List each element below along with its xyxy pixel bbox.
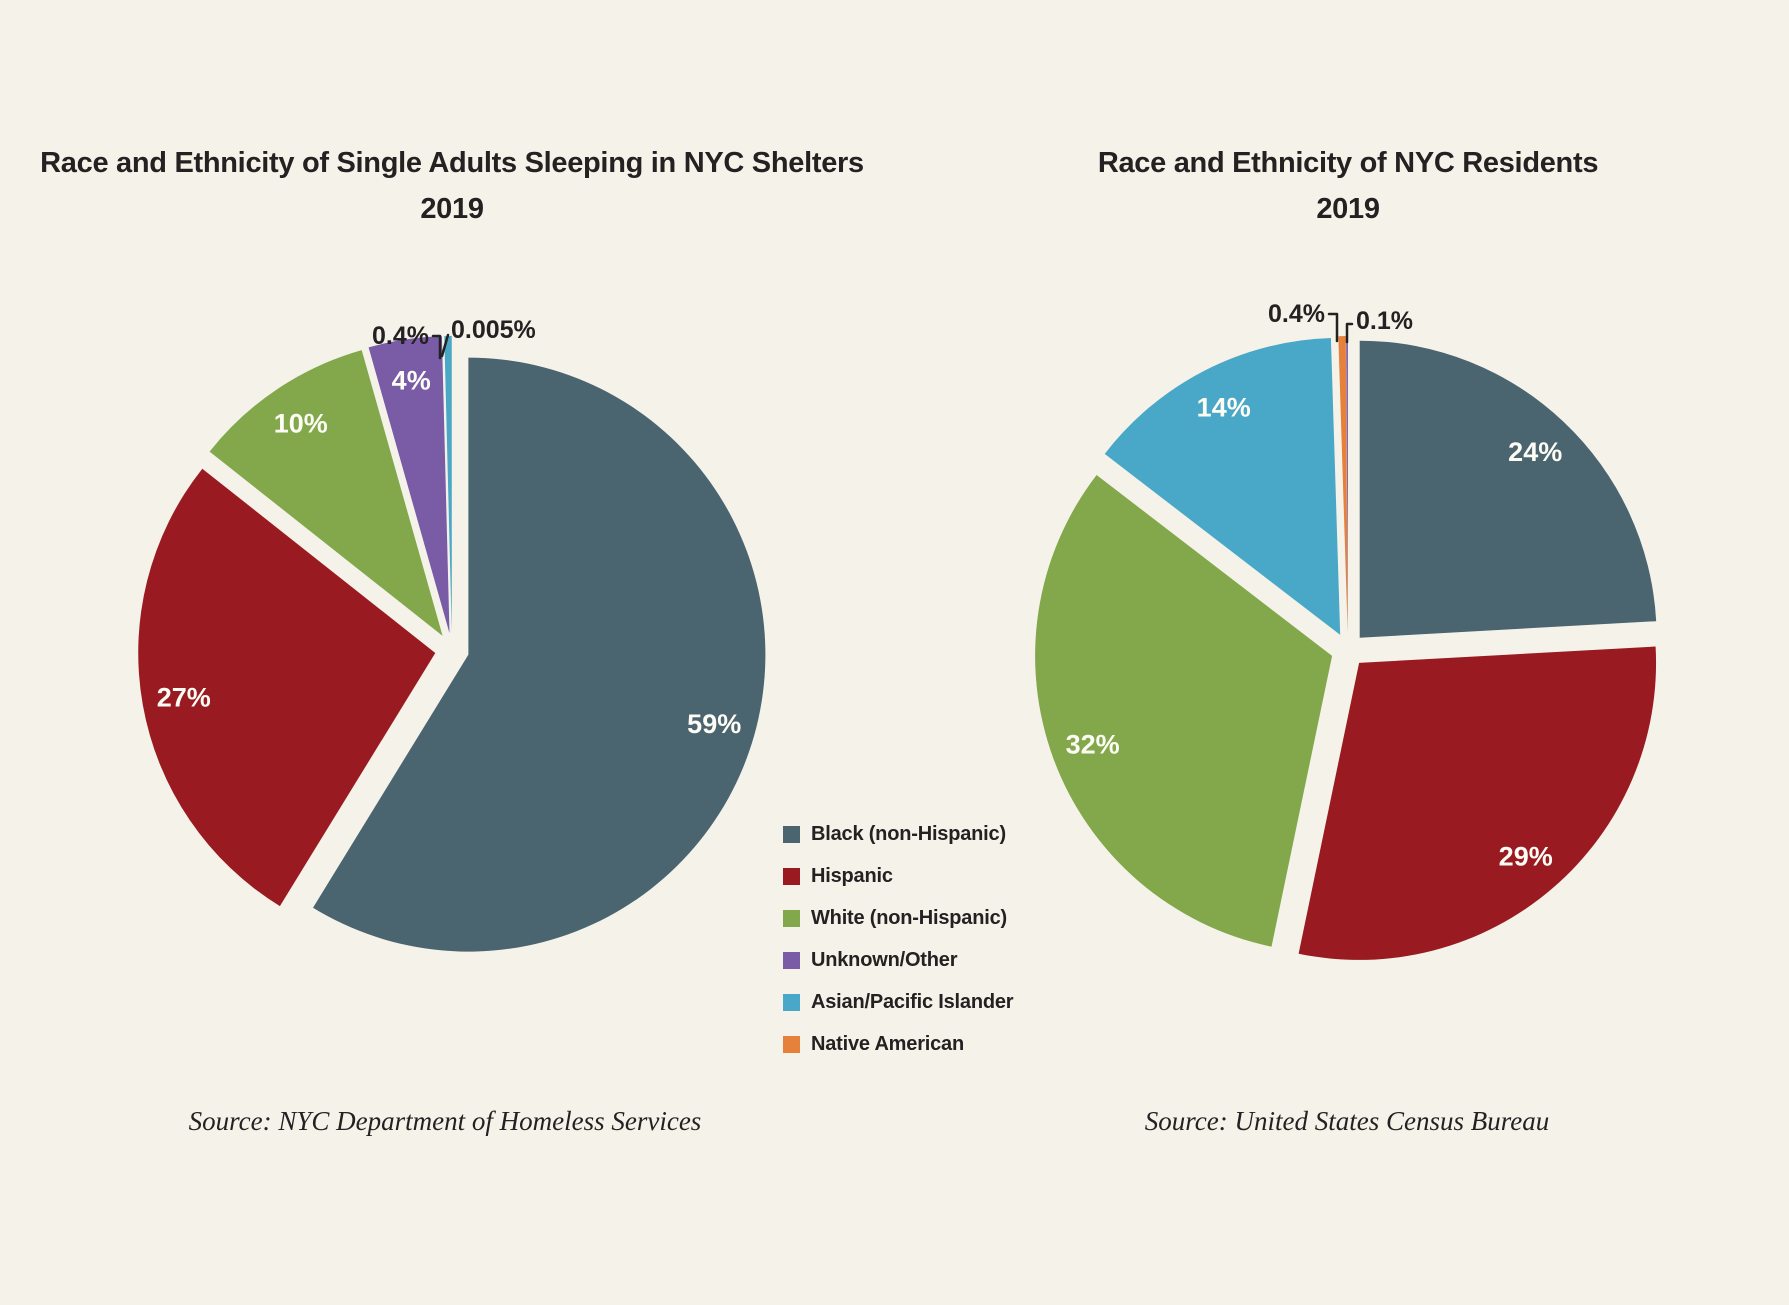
pie-slice-white-non-hispanic — [1035, 475, 1333, 947]
right-chart-source: Source: United States Census Bureau — [1144, 1106, 1550, 1136]
outside-value-label-native-american: 0.005% — [451, 316, 536, 344]
left-chart-title: Race and Ethnicity of Single Adults Slee… — [0, 147, 952, 226]
outside-value-label-unknown-other: 0.1% — [1356, 307, 1413, 335]
outside-value-label-asian-pacific-islander: 0.4% — [372, 322, 429, 350]
pie-slice-black-non-hispanic — [1359, 340, 1657, 638]
pie-slice-unknown-other — [1346, 335, 1348, 633]
pie-slice-unknown-other — [368, 336, 450, 634]
pie-slice-asian-pacific-islander — [444, 336, 452, 633]
left-chart-title-line: Race and Ethnicity of Single Adults Slee… — [40, 147, 864, 179]
legend-swatch-native-icon — [783, 1036, 800, 1053]
pie-slice-hispanic — [138, 468, 436, 907]
slice-value-label-asian-pacific-islander: 14% — [1197, 393, 1251, 423]
leader-line-asian-pacific-islander — [431, 334, 442, 360]
legend-item-white-non-hispanic: White (non-Hispanic) — [783, 907, 1013, 929]
slice-value-label-unknown-other: 4% — [392, 366, 431, 396]
pie-slice-white-non-hispanic — [209, 350, 443, 636]
legend-item-hispanic: Hispanic — [783, 865, 1013, 887]
pie-slice-black-non-hispanic — [313, 357, 766, 952]
legend-swatch-hispanic-icon — [783, 868, 800, 885]
slice-value-label-white-non-hispanic: 32% — [1066, 730, 1120, 760]
right-chart-title-year: 2019 — [1316, 192, 1380, 225]
legend-swatch-white-icon — [783, 910, 800, 927]
left-chart-title-year: 2019 — [420, 192, 484, 225]
pie-chart-shelters: 59% 27% 10% 4% 0.4% 0.005% — [138, 316, 766, 952]
slice-value-label-hispanic: 27% — [157, 683, 211, 713]
legend-label: Hispanic — [811, 865, 893, 887]
slice-value-label-black-non-hispanic: 24% — [1508, 437, 1562, 467]
legend: Black (non-Hispanic) Hispanic White (non… — [783, 823, 1014, 1078]
right-chart-title: Race and Ethnicity of NYC Residents 2019 — [848, 147, 1789, 226]
pie-chart-residents: 24% 29% 32% 14% 0.4% 0.1% — [1035, 300, 1657, 960]
leader-line-native-american — [440, 333, 450, 358]
outside-value-label-native-american: 0.4% — [1268, 300, 1325, 328]
legend-label: Black (non-Hispanic) — [811, 823, 1006, 845]
slice-value-label-white-non-hispanic: 10% — [274, 408, 328, 438]
leader-line-unknown-other — [1345, 322, 1354, 344]
legend-item-native-american: Native American — [783, 1033, 1013, 1055]
pie-slice-asian-pacific-islander — [1104, 338, 1341, 635]
legend-label: Native American — [811, 1033, 964, 1055]
leader-line-native-american — [1327, 312, 1339, 343]
pie-slice-native-american — [1338, 336, 1348, 633]
legend-label: Unknown/Other — [811, 949, 958, 971]
pie-slice-hispanic — [1298, 646, 1657, 960]
legend-swatch-asian-icon — [783, 994, 800, 1011]
legend-swatch-black-icon — [783, 826, 800, 843]
legend-item-black-non-hispanic: Black (non-Hispanic) — [783, 823, 1013, 845]
legend-item-unknown-other: Unknown/Other — [783, 949, 1013, 971]
legend-swatch-unknown-icon — [783, 952, 800, 969]
left-chart-source: Source: NYC Department of Homeless Servi… — [188, 1106, 702, 1136]
legend-label: Asian/Pacific Islander — [811, 991, 1014, 1013]
slice-value-label-hispanic: 29% — [1499, 842, 1553, 872]
legend-label: White (non-Hispanic) — [811, 907, 1007, 929]
legend-item-asian-pacific-islander: Asian/Pacific Islander — [783, 991, 1014, 1013]
right-chart-title-line: Race and Ethnicity of NYC Residents — [1097, 147, 1599, 179]
slice-value-label-black-non-hispanic: 59% — [687, 709, 741, 739]
